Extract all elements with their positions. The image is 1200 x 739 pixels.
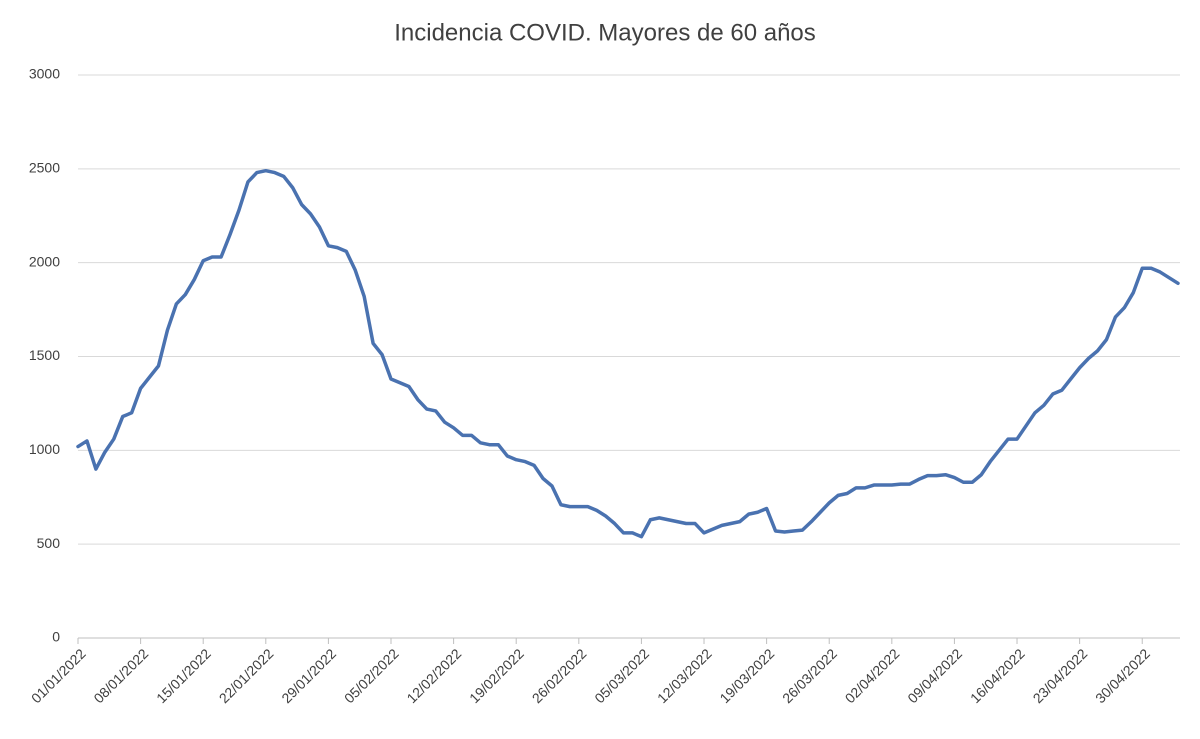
x-tick-label: 02/04/2022: [842, 645, 903, 706]
x-tick-label: 12/02/2022: [403, 645, 464, 706]
x-tick-label: 26/03/2022: [779, 645, 840, 706]
y-tick-label: 1000: [29, 441, 60, 457]
x-tick-label: 09/04/2022: [904, 645, 965, 706]
x-tick-label: 05/03/2022: [591, 645, 652, 706]
x-tick-label: 05/02/2022: [341, 645, 402, 706]
data-line: [76, 168, 1180, 539]
x-tick-label: 19/02/2022: [466, 645, 527, 706]
y-tick-label: 2000: [29, 253, 60, 269]
x-tick-label: 08/01/2022: [90, 645, 151, 706]
x-tick-label: 22/01/2022: [216, 645, 277, 706]
x-tick-label: 15/01/2022: [153, 645, 214, 706]
x-tick-label: 23/04/2022: [1029, 645, 1090, 706]
x-tick-label: 30/04/2022: [1092, 645, 1153, 706]
y-tick-label: 2500: [29, 160, 60, 176]
y-tick-label: 0: [52, 629, 60, 645]
chart-title: Incidencia COVID. Mayores de 60 años: [394, 19, 816, 46]
x-tick-label: 12/03/2022: [654, 645, 715, 706]
x-tick-label: 29/01/2022: [278, 645, 339, 706]
x-tick-label: 19/03/2022: [716, 645, 777, 706]
x-tick-label: 01/01/2022: [28, 645, 89, 706]
y-tick-label: 1500: [29, 347, 60, 363]
y-tick-label: 500: [37, 535, 61, 551]
y-tick-label: 3000: [29, 66, 60, 82]
x-tick-label: 26/02/2022: [529, 645, 590, 706]
x-tick-label: 16/04/2022: [967, 645, 1028, 706]
